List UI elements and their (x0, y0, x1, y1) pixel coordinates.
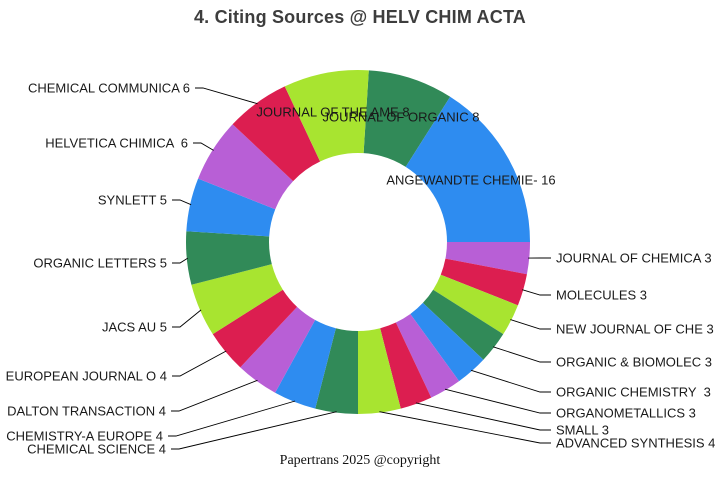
donut-segment-journal-of-chemica (445, 242, 530, 275)
segment-label-synlett: SYNLETT 5 (98, 193, 167, 208)
leader-line-organic-biomolec (492, 346, 551, 363)
donut-segment-chemistry-a-europe (275, 319, 336, 409)
leader-line-synlett (172, 199, 192, 206)
segment-label-molecules: MOLECULES 3 (556, 288, 647, 303)
segment-label-journal-of-the-ame: JOURNAL OF THE AME 8 (256, 105, 409, 120)
donut-segment-advanced-synthesis (358, 328, 401, 414)
segment-label-organic-biomolec: ORGANIC & BIOMOLEC 3 (556, 355, 712, 370)
donut-segment-journal-of-the-ame (284, 70, 369, 162)
leader-line-jacs-au (172, 309, 202, 328)
donut-segment-organic-letters (185, 231, 272, 285)
leader-line-european-journal-o (172, 350, 227, 377)
leader-line-chemistry-a-europe (168, 400, 296, 437)
donut-segment-chemical-communica (232, 86, 321, 182)
leader-line-chemical-science (171, 411, 337, 450)
segment-label-chemical-science: CHEMICAL SCIENCE 4 (27, 442, 166, 457)
donut-segment-organic-biomolec (422, 289, 504, 360)
donut-segment-angewandte-chemie (405, 96, 530, 242)
segment-label-advanced-synthesis: ADVANCED SYNTHESIS 4 (556, 436, 715, 451)
segment-label-european-journal-o: EUROPEAN JOURNAL O 4 (6, 369, 167, 384)
segment-label-dalton-transaction: DALTON TRANSACTION 4 (7, 404, 166, 419)
segment-label-organic-letters: ORGANIC LETTERS 5 (33, 256, 167, 271)
donut-segment-chemical-science (315, 328, 358, 414)
segment-label-chemistry-a-europe: CHEMISTRY-A EUROPE 4 (6, 429, 163, 444)
donut-segment-journal-of-organic (363, 70, 451, 167)
donut-segment-synlett (186, 178, 276, 237)
chart-title: 4. Citing Sources @ HELV CHIM ACTA (193, 7, 527, 27)
leader-line-organometallics (444, 388, 551, 414)
segment-label-journal-of-chemica: JOURNAL OF CHEMICA 3 (556, 251, 712, 266)
leader-line-organic-chemistry (470, 369, 551, 393)
segment-label-helvetica-chimica: HELVETICA CHIMICA 6 (45, 136, 188, 151)
segment-label-jacs-au: JACS AU 5 (102, 320, 167, 335)
leader-line-chemical-communica (195, 87, 258, 105)
donut-segment-dalton-transaction (240, 306, 316, 393)
leader-line-small (415, 402, 551, 431)
donut-segment-european-journal-o (212, 289, 298, 368)
donut-segment-jacs-au (191, 264, 283, 335)
segment-label-organic-chemistry: ORGANIC CHEMISTRY 3 (556, 385, 711, 400)
donut-segment-new-journal-of-che (433, 274, 518, 335)
segment-label-small: SMALL 3 (556, 423, 609, 438)
donut-segment-organic-chemistry (410, 302, 484, 382)
segment-label-angewandte-chemie: ANGEWANDTE CHEMIE- 16 (386, 173, 555, 188)
leader-line-dalton-transaction (171, 379, 258, 412)
copyright-caption: Papertrans 2025 @copyright (279, 453, 441, 468)
leader-line-new-journal-of-che (510, 319, 551, 330)
segment-label-journal-of-organic: JOURNAL OF ORGANIC 8 (323, 110, 480, 125)
donut-segment-small (380, 322, 432, 409)
segment-label-organometallics: ORGANOMETALLICS 3 (556, 406, 696, 421)
segment-label-new-journal-of-che: NEW JOURNAL OF CHE 3 (556, 322, 714, 337)
segment-label-chemical-communica: CHEMICAL COMMUNICA 6 (28, 81, 190, 96)
leader-line-organic-letters (172, 257, 189, 264)
donut-segment-molecules (440, 258, 527, 306)
leader-line-molecules (522, 289, 551, 296)
leader-line-advanced-synthesis (379, 411, 551, 444)
donut-segment-helvetica-chimica (198, 124, 294, 210)
donut-segment-organometallics (395, 314, 460, 398)
leader-line-helvetica-chimica (193, 142, 214, 151)
